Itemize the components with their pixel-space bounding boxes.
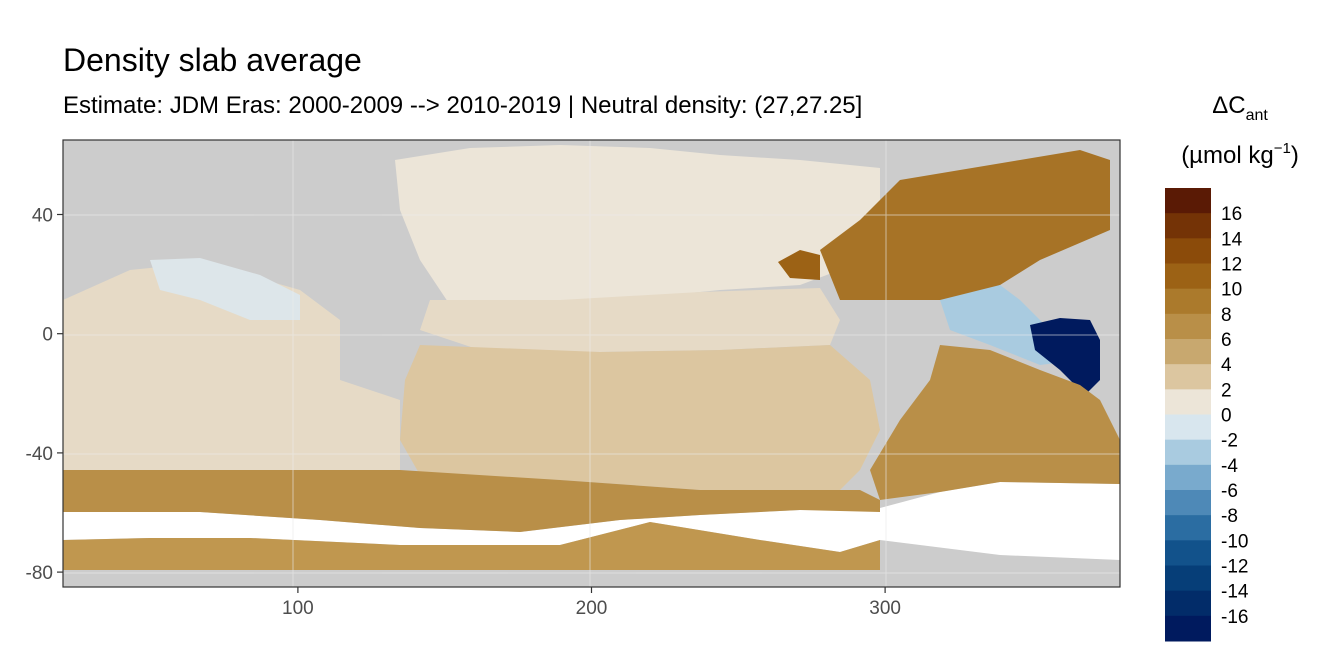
y-tick-label: -80 [26, 563, 53, 584]
legend-unit-suffix: ) [1291, 142, 1299, 169]
legend-swatch [1165, 565, 1211, 592]
legend-label: 12 [1221, 255, 1242, 276]
x-tick-label: 100 [282, 598, 314, 619]
legend-swatch [1165, 540, 1211, 566]
legend-swatches [1165, 188, 1211, 642]
ocean-indian [63, 265, 400, 475]
legend-title: ΔCant [1212, 92, 1268, 124]
ocean-south-atlantic [870, 345, 1120, 500]
legend-unit-superscript: −1 [1274, 140, 1291, 157]
legend-label: 16 [1221, 204, 1242, 225]
legend-swatch [1165, 615, 1211, 642]
legend-swatch [1165, 313, 1211, 340]
legend-swatch [1165, 238, 1211, 264]
y-axis: 40 0 -40 -80 [26, 206, 63, 584]
y-tick-label: -40 [26, 444, 53, 465]
legend-swatch [1165, 263, 1211, 290]
legend-label: -8 [1221, 506, 1238, 527]
ocean-pacific-south [400, 345, 880, 490]
ocean-pacific-north [395, 145, 880, 305]
legend-label: 6 [1221, 330, 1232, 351]
legend-labels: 16 14 12 10 8 6 4 2 0 -2 -4 -6 -8 -10 -12 -14 -16 [1221, 204, 1249, 628]
legend-label: -6 [1221, 481, 1238, 502]
legend-swatch [1165, 515, 1211, 541]
legend-swatch [1165, 414, 1211, 441]
antarctic-no-data-strip [63, 482, 1120, 560]
legend-label: -12 [1221, 557, 1248, 578]
ocean-pacific-band [420, 288, 840, 352]
legend-label: 10 [1221, 280, 1242, 301]
legend: ΔCant (µmol kg−1) 16 14 12 10 8 6 4 2 0 -2 -4 -6 -8 -… [1165, 92, 1299, 642]
ocean-gulf-of-mexico [778, 250, 820, 280]
legend-swatch [1165, 364, 1211, 390]
ocean-north-atlantic [820, 150, 1110, 300]
ocean-arabian-sea [150, 258, 300, 320]
legend-label: 2 [1221, 380, 1232, 401]
legend-label: -10 [1221, 531, 1248, 552]
legend-swatch [1165, 590, 1211, 617]
ocean-east-tropical-atlantic [1030, 318, 1100, 395]
chart-title: Density slab average [63, 42, 362, 78]
x-axis: 100 200 300 [282, 587, 901, 619]
legend-label: 8 [1221, 305, 1232, 326]
chart-subtitle: Estimate: JDM Eras: 2000-2009 --> 2010-2… [63, 92, 863, 119]
ocean-antarctic-margin [63, 522, 880, 570]
legend-label: -2 [1221, 431, 1238, 452]
grid-lines [63, 140, 1120, 587]
map-panel [62, 139, 1121, 588]
legend-label: 0 [1221, 406, 1232, 427]
x-tick-label: 300 [869, 598, 901, 619]
legend-label: -4 [1221, 456, 1238, 477]
legend-label: 4 [1221, 355, 1232, 376]
legend-unit-prefix: (µmol kg [1181, 142, 1274, 169]
legend-title-main: ΔC [1212, 92, 1245, 119]
legend-swatch [1165, 439, 1211, 466]
legend-swatch [1165, 389, 1211, 415]
x-tick-label: 200 [576, 598, 608, 619]
y-tick-label: 0 [42, 325, 53, 346]
legend-swatch [1165, 490, 1211, 516]
legend-unit: (µmol kg−1) [1181, 140, 1299, 169]
legend-swatch [1165, 288, 1211, 315]
legend-swatch [1165, 188, 1211, 214]
ocean-southern-band [63, 470, 880, 532]
legend-label: 14 [1221, 229, 1243, 250]
y-tick-label: 40 [32, 206, 53, 227]
legend-title-subscript: ant [1246, 107, 1269, 124]
legend-label: -16 [1221, 607, 1248, 628]
legend-swatch [1165, 339, 1211, 365]
legend-swatch [1165, 213, 1211, 239]
legend-swatch [1165, 464, 1211, 491]
legend-label: -14 [1221, 582, 1249, 603]
